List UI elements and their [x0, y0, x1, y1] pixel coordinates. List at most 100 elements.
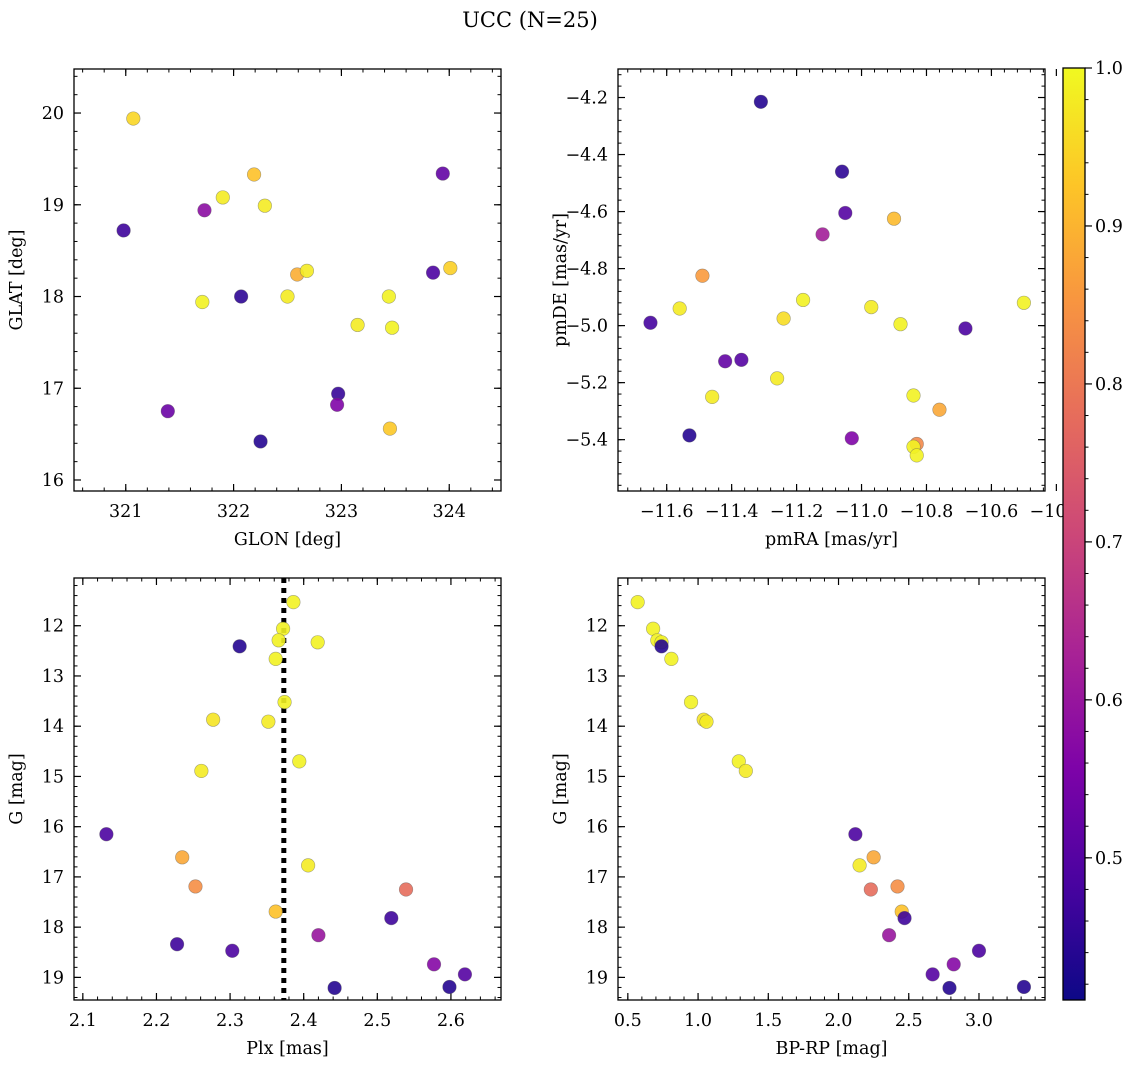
data-point: [327, 980, 342, 996]
y-tick-label: 15: [42, 767, 64, 787]
data-point: [330, 397, 345, 412]
y-tick-label: −4.4: [566, 146, 609, 166]
y-tick-label: −5.0: [566, 317, 609, 337]
data-point: [253, 434, 268, 449]
data-point: [897, 911, 912, 926]
scatter-panel-3: 2.1 2.2 2.3 2.4 2.5 2.6 12 13 14 15 16 17 18 19 Plx [m…: [7, 577, 502, 1059]
data-point: [863, 882, 878, 897]
y-tick-label: 14: [42, 717, 64, 737]
x-tick-label: 2.0: [825, 1011, 853, 1031]
scatter-panel-4: 0.5 1.0 1.5 2.0 2.5 3.0 12 13 14 15 16 17 18 19 BP-RP …: [551, 577, 1046, 1059]
x-tick-label: −11.4: [705, 502, 759, 522]
colorbar-tick-label: 1.0: [1095, 59, 1123, 79]
x-tick-label: −11.6: [640, 502, 694, 522]
data-point: [381, 289, 396, 304]
colorbar-tick-label: 0.9: [1095, 217, 1123, 237]
x-tick-label: −11.2: [770, 502, 824, 522]
data-point: [261, 714, 276, 729]
data-point: [215, 190, 230, 205]
data-point: [881, 928, 897, 943]
data-point: [932, 402, 947, 417]
y-tick-label: 18: [586, 918, 608, 938]
y-tick-label: −4.6: [566, 203, 609, 223]
data-point: [890, 879, 905, 894]
data-point: [866, 850, 881, 865]
data-point: [770, 371, 785, 386]
x-tick-label: 0.5: [614, 1011, 642, 1031]
data-point: [286, 595, 301, 610]
data-point: [126, 111, 141, 126]
data-point: [718, 354, 733, 369]
data-point: [443, 260, 458, 276]
axes-frame: [73, 577, 502, 1001]
x-tick-label: 322: [217, 502, 250, 522]
data-point: [942, 980, 957, 996]
x-tick-label: 1.0: [684, 1011, 712, 1031]
data-point: [384, 320, 400, 335]
y-tick-label: 17: [42, 379, 64, 399]
data-point: [116, 223, 131, 238]
x-tick-label: 1.5: [754, 1011, 782, 1031]
data-point: [630, 595, 645, 610]
data-point: [271, 633, 286, 648]
data-point: [958, 321, 973, 336]
y-tick-label: −4.2: [566, 89, 609, 109]
data-point: [699, 714, 714, 729]
data-point: [946, 957, 961, 972]
data-point: [175, 850, 190, 865]
data-point: [425, 265, 441, 280]
data-point: [886, 211, 902, 226]
y-tick-label: 12: [586, 617, 608, 637]
data-point: [301, 858, 316, 873]
x-tick-label: −10.6: [965, 502, 1019, 522]
axes-frame: [73, 68, 502, 492]
y-tick-label: 17: [42, 868, 64, 888]
data-point: [906, 388, 921, 403]
x-tick-label: 2.3: [216, 1011, 244, 1031]
data-point: [672, 301, 687, 316]
data-point: [705, 389, 720, 405]
y-tick-label: 20: [42, 104, 64, 124]
data-point: [695, 268, 710, 283]
figure-title: UCC (N=25): [462, 8, 598, 32]
data-point: [277, 694, 292, 710]
y-tick-label: 18: [42, 288, 64, 308]
y-tick-label: 18: [42, 918, 64, 938]
data-point: [194, 763, 209, 779]
y-tick-label: 15: [586, 767, 608, 787]
data-point: [232, 639, 247, 654]
x-tick-label: 321: [109, 502, 142, 522]
data-point: [206, 712, 221, 727]
x-axis-label: GLON [deg]: [234, 530, 341, 550]
data-point: [435, 166, 450, 181]
colorbar-tick-label: 0.5: [1095, 849, 1123, 869]
data-point: [225, 943, 240, 958]
data-point: [350, 317, 365, 333]
data-point: [246, 167, 262, 182]
data-point: [292, 754, 307, 769]
colorbar-tick-label: 0.7: [1095, 533, 1123, 553]
data-point: [738, 763, 753, 779]
data-point: [234, 289, 249, 304]
data-point: [384, 911, 399, 926]
y-tick-label: 16: [42, 818, 64, 838]
data-point: [909, 448, 924, 463]
data-point: [382, 421, 398, 436]
data-point: [1016, 979, 1032, 995]
data-point: [311, 928, 326, 943]
y-tick-label: 13: [42, 667, 64, 687]
data-point: [795, 292, 811, 308]
data-point: [852, 858, 867, 873]
y-tick-label: 14: [586, 717, 608, 737]
colorbar-tick-label: 0.8: [1095, 375, 1123, 395]
data-point: [195, 294, 210, 310]
data-point: [442, 979, 457, 995]
x-tick-label: 2.4: [290, 1011, 318, 1031]
x-tick-label: 3.0: [965, 1011, 993, 1031]
data-point: [310, 635, 325, 650]
data-point: [1016, 295, 1031, 310]
x-axis-label: Plx [mas]: [246, 1039, 328, 1059]
y-tick-label: 19: [42, 968, 64, 988]
x-tick-label: 2.5: [895, 1011, 923, 1031]
